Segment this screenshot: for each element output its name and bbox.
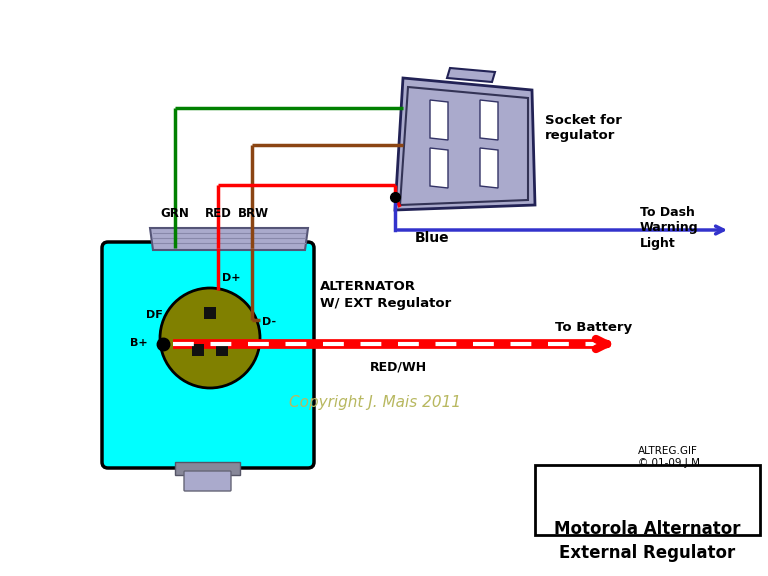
Circle shape bbox=[160, 288, 260, 388]
Text: D-: D- bbox=[262, 317, 276, 327]
Text: © 01-09 J.M.: © 01-09 J.M. bbox=[638, 458, 703, 468]
Polygon shape bbox=[430, 100, 448, 140]
Polygon shape bbox=[480, 100, 498, 140]
Text: To Dash
Warning
Light: To Dash Warning Light bbox=[640, 206, 699, 251]
Polygon shape bbox=[447, 68, 495, 82]
Text: Socket for
regulator: Socket for regulator bbox=[545, 113, 622, 142]
Polygon shape bbox=[150, 228, 308, 250]
Text: D+: D+ bbox=[222, 273, 240, 283]
FancyBboxPatch shape bbox=[102, 242, 314, 468]
Polygon shape bbox=[480, 148, 498, 188]
Text: Blue: Blue bbox=[415, 231, 449, 245]
Text: ALTREG.GIF: ALTREG.GIF bbox=[638, 446, 698, 456]
Text: To Battery: To Battery bbox=[555, 321, 632, 335]
Bar bbox=[204, 307, 216, 319]
Bar bbox=[175, 462, 240, 475]
Bar bbox=[535, 465, 760, 535]
Text: GRN: GRN bbox=[161, 207, 190, 220]
Text: Copyright J. Mais 2011: Copyright J. Mais 2011 bbox=[289, 395, 461, 410]
Text: RED/WH: RED/WH bbox=[370, 360, 427, 373]
Text: DF: DF bbox=[146, 310, 163, 320]
Text: ALTERNATOR
W/ EXT Regulator: ALTERNATOR W/ EXT Regulator bbox=[320, 279, 452, 310]
Polygon shape bbox=[430, 148, 448, 188]
Polygon shape bbox=[395, 78, 535, 210]
Bar bbox=[216, 344, 228, 356]
Text: Motorola Alternator
External Regulator: Motorola Alternator External Regulator bbox=[554, 520, 740, 562]
Text: RED: RED bbox=[204, 207, 231, 220]
Bar bbox=[192, 344, 204, 356]
Text: B+: B+ bbox=[131, 338, 148, 348]
FancyBboxPatch shape bbox=[184, 471, 231, 491]
Text: BRW: BRW bbox=[237, 207, 269, 220]
